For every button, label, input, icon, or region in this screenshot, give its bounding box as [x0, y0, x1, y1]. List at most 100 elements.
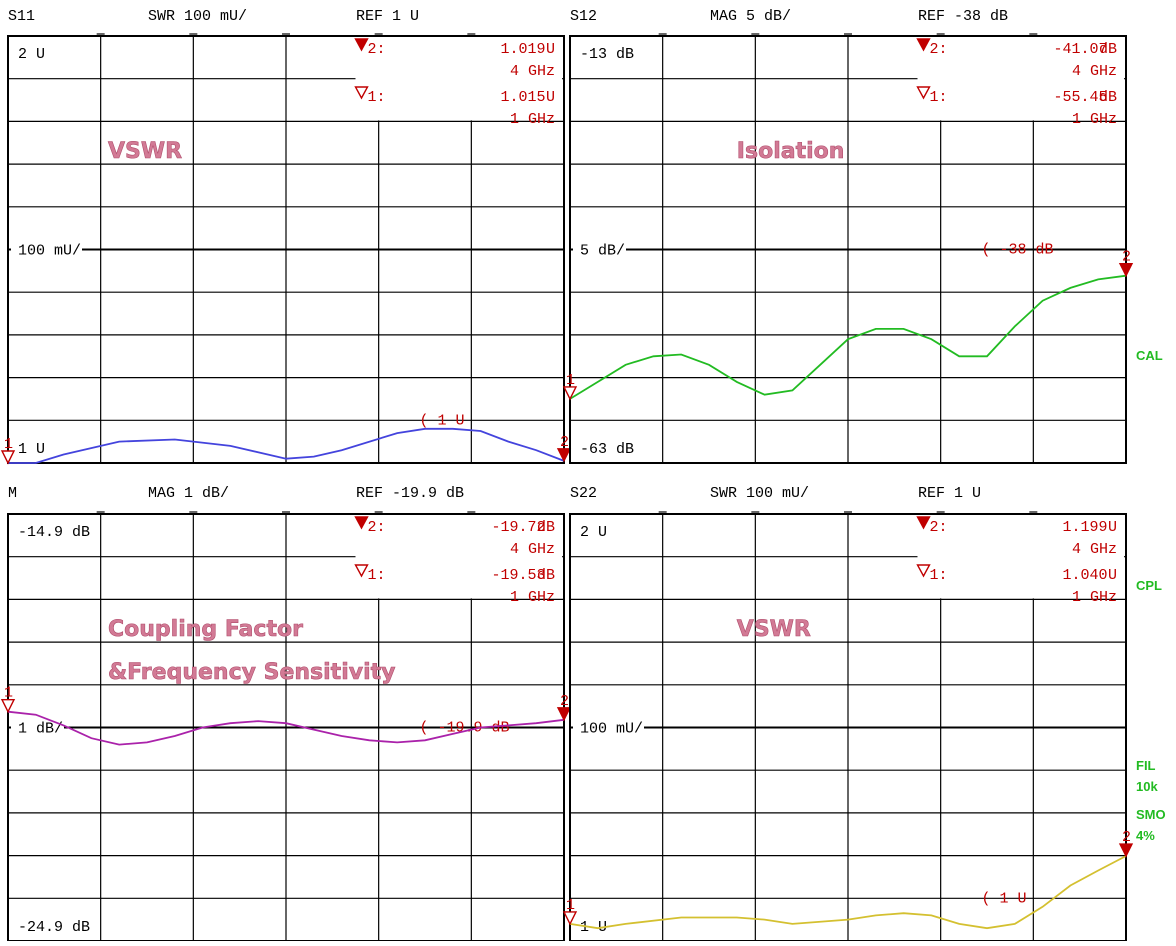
marker-2-symbol — [916, 516, 931, 530]
annotation-text: Isolation — [737, 139, 845, 164]
header-param: S22 — [570, 485, 597, 502]
label-bg — [573, 240, 626, 260]
label-bg — [11, 522, 91, 541]
bottom-scale-label: -24.9 dB — [18, 919, 90, 936]
top-scale-label: -14.9 dB — [18, 524, 90, 541]
ref-note: ( 1 U — [419, 412, 464, 429]
label-bg — [11, 917, 91, 936]
trace-marker-1 — [0, 699, 16, 714]
header-ref: REF -38 dB — [918, 8, 1008, 25]
header-scale: MAG 1 dB/ — [148, 485, 229, 502]
trace-marker-1-digit: 1 — [4, 436, 13, 453]
label-bg — [11, 44, 46, 63]
marker-freq: 1 GHz — [510, 589, 555, 606]
marker-freq: 4 GHz — [510, 63, 555, 80]
ref-note: ( -19.9 dB — [419, 720, 509, 737]
marker-unit: U — [1108, 519, 1117, 536]
marker-1-symbol — [354, 86, 369, 100]
trace-marker-2-digit: 2 — [560, 434, 569, 451]
trace-marker-1-digit: 1 — [4, 685, 13, 702]
marker-value: -41.07 — [1053, 41, 1107, 58]
marker-freq: 4 GHz — [1072, 63, 1117, 80]
side-label-cpl: CPL — [1136, 578, 1162, 593]
marker-box — [355, 515, 562, 599]
marker-box — [355, 37, 562, 121]
trace-marker-1 — [562, 911, 578, 926]
trace-marker-2-digit: 2 — [560, 693, 569, 710]
mid-scale-label: 1 dB/ — [18, 721, 63, 738]
marker-1-symbol — [916, 564, 931, 578]
marker-number: 1: — [930, 89, 948, 106]
top-scale-label: 2 U — [18, 46, 45, 63]
marker-number: 1: — [930, 567, 948, 584]
marker-number: 2: — [368, 41, 386, 58]
marker-number: 2: — [930, 41, 948, 58]
trace-marker-2 — [1118, 843, 1134, 858]
label-bg — [11, 240, 82, 260]
marker-unit: U — [1108, 567, 1117, 584]
label-bg — [573, 44, 635, 63]
ref-note: ( 1 U — [981, 890, 1026, 907]
trace-marker-2 — [556, 448, 572, 463]
label-bg — [11, 439, 46, 458]
marker-freq: 1 GHz — [1072, 111, 1117, 128]
trace-marker-1 — [562, 386, 578, 401]
label-bg — [573, 439, 635, 458]
trace-line — [569, 855, 1127, 930]
marker-1-symbol — [354, 564, 369, 578]
bottom-scale-label: -63 dB — [580, 441, 634, 458]
marker-number: 2: — [930, 519, 948, 536]
header-scale: SWR 100 mU/ — [148, 8, 247, 25]
marker-1-symbol — [916, 86, 931, 100]
header-scale: SWR 100 mU/ — [710, 485, 809, 502]
trace-marker-1 — [0, 450, 16, 465]
label-bg — [573, 718, 644, 738]
trace-marker-1-digit: 1 — [566, 897, 575, 914]
side-label-10k: 10k — [1136, 779, 1158, 794]
trace-line — [7, 710, 565, 746]
marker-2-symbol — [916, 38, 931, 52]
marker-2-symbol — [354, 516, 369, 530]
mid-scale-label: 5 dB/ — [580, 243, 625, 260]
marker-box — [917, 37, 1124, 121]
marker-unit: dB — [537, 519, 555, 536]
side-label-smo: SMO — [1136, 807, 1166, 822]
marker-number: 1: — [368, 567, 386, 584]
header-ref: REF 1 U — [918, 485, 981, 502]
trace-marker-2 — [556, 707, 572, 722]
marker-value: -19.53 — [491, 567, 545, 584]
annotation-text: &Frequency Sensitivity — [108, 660, 395, 685]
grid — [569, 511, 1127, 942]
marker-freq: 4 GHz — [1072, 541, 1117, 558]
marker-unit: dB — [1099, 41, 1117, 58]
trace-marker-2-digit: 2 — [1122, 829, 1131, 846]
trace-marker-1-digit: 1 — [566, 372, 575, 389]
header-param: S12 — [570, 8, 597, 25]
marker-number: 2: — [368, 519, 386, 536]
marker-value: 1.019 — [500, 41, 545, 58]
header-param: M — [8, 485, 17, 502]
top-scale-label: -13 dB — [580, 46, 634, 63]
trace-marker-2 — [1118, 263, 1134, 278]
header-ref: REF -19.9 dB — [356, 485, 464, 502]
marker-2-symbol — [354, 38, 369, 52]
header-param: S11 — [8, 8, 35, 25]
marker-unit: dB — [1099, 89, 1117, 106]
grid — [569, 33, 1127, 464]
mid-scale-label: 100 mU/ — [580, 721, 643, 738]
header-scale: MAG 5 dB/ — [710, 8, 791, 25]
header-ref: REF 1 U — [356, 8, 419, 25]
annotation-text: Coupling Factor — [108, 617, 303, 642]
marker-value: 1.040 — [1062, 567, 1107, 584]
marker-freq: 4 GHz — [510, 541, 555, 558]
ref-note: ( -38 dB — [981, 242, 1053, 259]
bottom-scale-label: 1 U — [18, 441, 45, 458]
marker-unit: U — [546, 89, 555, 106]
marker-value: -19.72 — [491, 519, 545, 536]
side-label-4pct: 4% — [1136, 828, 1155, 843]
side-label-fil: FIL — [1136, 758, 1156, 773]
